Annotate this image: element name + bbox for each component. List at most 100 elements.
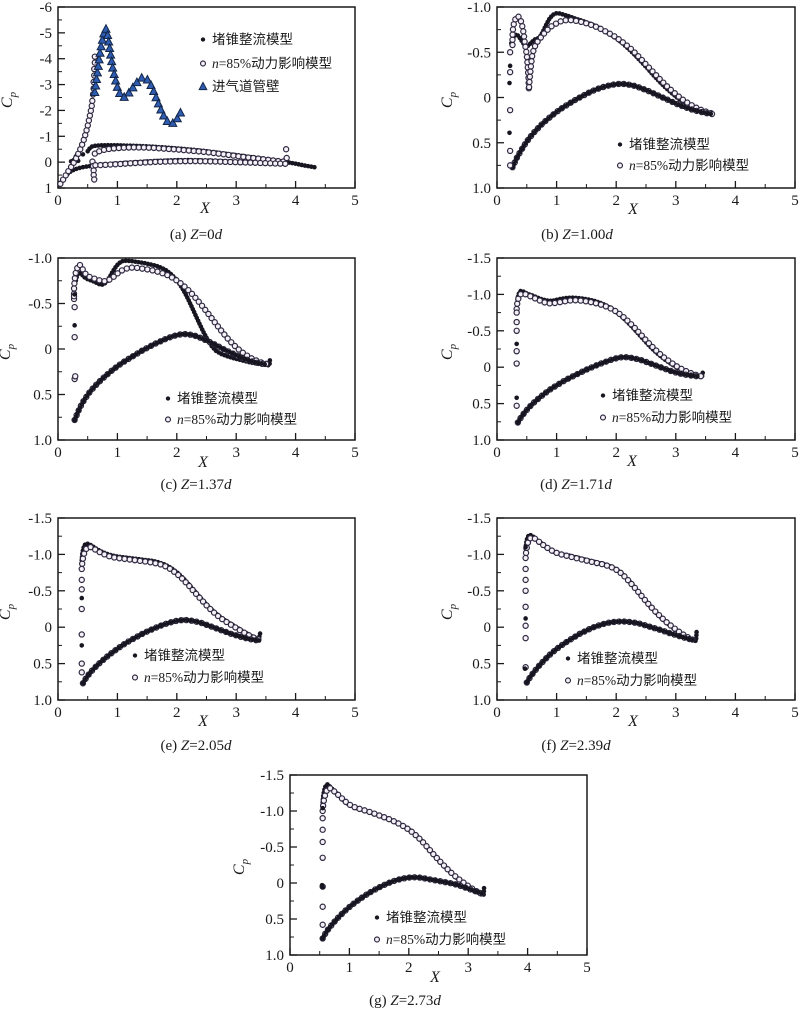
subplot-e: 0 1 2 3 4 5 -1.5 -1.0 -0.5 0 0.5 1.0 X Cp 堵锥整流模型 n=85%动… [0, 505, 400, 755]
series-c-n85-column [70, 293, 79, 383]
legend-label-filled: 堵锥整流模型 [577, 651, 658, 666]
series-d-cone-lower [515, 354, 700, 425]
x-axis-label: X [626, 453, 638, 470]
y-tick-label: 0 [45, 620, 53, 636]
y-axis-label: Cp [0, 343, 17, 360]
legend-e: 堵锥整流模型 n=85%动力影响模型 [131, 648, 264, 685]
x-tick-label: 2 [173, 445, 181, 461]
subplot-f: 0 1 2 3 4 5 -1.5 -1.0 -0.5 0 0.5 1.0 X Cp 堵锥整流模型 n=85%动… [400, 505, 800, 755]
x-axis-label: X [197, 454, 209, 471]
y-tick-label: 0 [484, 91, 492, 107]
y-tick-label: 1.0 [472, 433, 491, 449]
y-tick-label: -1.0 [260, 804, 284, 820]
series-e-cone-column [79, 595, 85, 648]
x-axis-label: X [627, 201, 639, 218]
series-c-cone-column [72, 292, 77, 328]
x-tick-label: 4 [524, 960, 532, 976]
subplot-c-svg: 0 1 2 3 4 5 -1.0 -0.5 0 0.5 1.0 X Cp 堵锥整流模型 n=85%动力影响模… [0, 251, 359, 493]
legend-b: 堵锥整流模型 n=85%动力影响模型 [616, 137, 749, 173]
series-d-n85-upper [513, 291, 705, 380]
y-tick-label: -0.5 [467, 45, 491, 61]
x-tick-label: 1 [114, 445, 122, 461]
legend-label-open: n=85%动力影响模型 [577, 673, 697, 688]
subplot-d: 0 1 2 3 4 5 -1.5 -1.0 -0.5 0 0.5 1.0 X Cp 堵锥整流模型 n=85%动… [400, 240, 800, 505]
x-tick-label: 0 [54, 193, 62, 209]
series-c-cone-lower [72, 331, 267, 423]
caption-c: (c) Z=1.37d [161, 477, 232, 493]
y-tick-label: -1.0 [28, 251, 52, 267]
caption-a: (a) Z=0d [170, 227, 223, 243]
y-tick-label: -2 [40, 103, 53, 119]
legend-label-tri: 进气道管壁 [212, 79, 280, 94]
x-tick-label: 3 [232, 193, 240, 209]
x-tick-label: 0 [493, 445, 501, 461]
x-tick-label: 0 [286, 960, 294, 976]
x-tick-label: 5 [351, 705, 359, 721]
x-tick-label: 2 [612, 445, 620, 461]
legend-label-open: n=85%动力影响模型 [144, 670, 264, 685]
y-tick-label: 0.5 [472, 136, 491, 152]
legend-f: 堵锥整流模型 n=85%动力影响模型 [564, 651, 697, 688]
y-tick-label: -1 [40, 129, 53, 145]
y-tick-label: -3 [40, 78, 53, 94]
series-a-n85-outliers [282, 146, 290, 162]
y-tick-label: -1.5 [28, 511, 52, 527]
series-e-cone-lower [80, 617, 262, 686]
x-tick-label: 5 [791, 705, 799, 721]
series-e-n85-column [78, 576, 85, 676]
y-tick-label: 0 [484, 360, 492, 376]
series-b-cone-column [507, 63, 513, 136]
x-tick-label: 3 [464, 960, 472, 976]
x-tick-label: 2 [612, 705, 620, 721]
x-axis-label: X [429, 969, 441, 986]
y-tick-label: 0 [45, 155, 53, 171]
subplot-g: 0 1 2 3 4 5 -1.5 -1.0 -0.5 0 0.5 1.0 X Cp 堵锥整流模型 n=85%动… [200, 755, 600, 1014]
legend-label-filled: 堵锥整流模型 [212, 32, 293, 47]
x-tick-label: 1 [553, 193, 561, 209]
legend-label-filled: 堵锥整流模型 [386, 910, 467, 925]
x-tick-label: 0 [493, 705, 501, 721]
axes-f: 0 1 2 3 4 5 -1.5 -1.0 -0.5 0 0.5 1.0 [467, 511, 799, 721]
caption-f: (f) Z=2.39d [541, 738, 611, 754]
y-tick-label: 1.0 [33, 693, 52, 709]
x-tick-label: 4 [292, 445, 300, 461]
subplot-b: 0 1 2 3 4 5 -1.0 -0.5 0 0.5 1.0 X Cp 堵锥整流模型 n=85%动力影响模… [400, 0, 800, 243]
y-tick-label: -0.5 [28, 297, 52, 313]
series-a-n85-rise [57, 97, 96, 188]
y-tick-label: -1.5 [467, 251, 491, 267]
series-b-n85-upper [509, 13, 715, 117]
x-tick-label: 3 [672, 193, 680, 209]
series-f-cone-lower [524, 619, 695, 685]
x-axis-label: X [199, 200, 211, 217]
x-tick-label: 1 [114, 193, 122, 209]
x-tick-label: 3 [672, 705, 680, 721]
y-tick-label: 0 [277, 876, 285, 892]
legend-label-open: n=85%动力影响模型 [612, 410, 732, 425]
y-tick-label: -0.5 [467, 324, 491, 340]
axes-g: 0 1 2 3 4 5 -1.5 -1.0 -0.5 0 0.5 1.0 [260, 768, 591, 976]
x-tick-label: 0 [493, 193, 501, 209]
x-tick-label: 3 [232, 445, 240, 461]
x-tick-label: 0 [54, 445, 62, 461]
series-g-cone-column [319, 805, 325, 890]
axes-b: 0 1 2 3 4 5 -1.0 -0.5 0 0.5 1.0 [467, 0, 799, 209]
x-axis-label: X [197, 713, 209, 730]
series-f-n85-upper [522, 535, 696, 643]
legend-label-filled: 堵锥整流模型 [177, 391, 258, 406]
y-tick-label: 1.0 [472, 181, 491, 197]
subplot-a-svg: 0 1 2 3 4 5-6-5-4-3-2-101XCp堵锥整流模型n=85%动力影响模型… [0, 0, 359, 243]
series-f-cone-column [522, 544, 528, 671]
caption-g: (g) Z=2.73d [369, 993, 441, 1009]
caption-d: (d) Z=1.71d [540, 477, 612, 493]
caption-b: (b) Z=1.00d [541, 227, 613, 243]
x-tick-label: 5 [351, 445, 359, 461]
y-tick-label: 0.5 [33, 388, 52, 404]
series-a-n85-upper [91, 144, 287, 165]
series-a-duct-wall [89, 23, 186, 127]
x-axis-label: X [627, 713, 639, 730]
series-c-n85-upper [70, 261, 270, 368]
x-tick-label: 1 [114, 705, 122, 721]
subplot-c: 0 1 2 3 4 5 -1.0 -0.5 0 0.5 1.0 X Cp 堵锥整流模型 n=85%动力影响模… [0, 240, 400, 505]
y-tick-label: -5 [40, 26, 53, 42]
